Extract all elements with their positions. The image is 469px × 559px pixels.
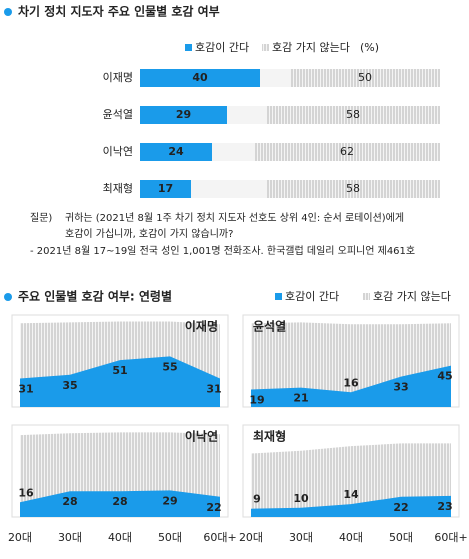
value-label: 35: [62, 379, 77, 392]
bar-favorable: [140, 106, 227, 124]
bar-favorable: [140, 143, 212, 161]
x-tick-label: 50대: [389, 531, 413, 544]
note-text: 호감이 가십니까, 호감이 가지 않습니까?: [65, 228, 233, 240]
legend-label: 호감이 간다: [285, 290, 339, 303]
legend-swatch: [185, 44, 192, 51]
category-label: 이재명: [103, 71, 133, 84]
bar-unfavorable: [266, 106, 440, 124]
value-label: 29: [176, 108, 191, 121]
favorable-area: [20, 490, 220, 517]
panel-name: 최재형: [253, 429, 286, 444]
x-tick-label: 40대: [108, 531, 132, 544]
value-label: 9: [253, 493, 261, 506]
value-label: 23: [437, 500, 452, 513]
favorable-area: [20, 356, 220, 407]
note-prefix: 질문): [30, 212, 52, 224]
legend-label: 호감 가지 않는다: [272, 41, 350, 54]
value-label: 40: [192, 71, 208, 84]
value-label: 16: [343, 376, 359, 389]
legend-swatch: [275, 293, 282, 300]
value-label: 50: [358, 71, 372, 84]
x-tick-label: 30대: [58, 531, 82, 544]
value-label: 51: [112, 364, 127, 377]
value-label: 31: [206, 382, 221, 395]
bar-unfavorable: [266, 180, 440, 198]
note-text: 귀하는 (2021년 8월 1주 차기 정치 지도자 선호도 상위 4인: 순서…: [65, 211, 404, 224]
legend-label: 호감 가지 않는다: [373, 290, 451, 303]
x-tick-label: 50대: [158, 531, 182, 544]
x-tick-label: 20대: [8, 531, 32, 544]
category-label: 최재형: [103, 182, 133, 195]
panel-name: 이낙연: [185, 429, 218, 444]
x-tick-label: 60대+: [203, 531, 236, 544]
value-label: 58: [346, 108, 360, 121]
value-label: 14: [343, 488, 359, 501]
bar-unfavorable: [254, 143, 440, 161]
legend-label: 호감이 간다: [195, 41, 249, 54]
value-label: 16: [18, 486, 34, 499]
favorable-area: [251, 495, 451, 517]
legend-swatch: [262, 44, 269, 51]
value-label: 29: [162, 494, 177, 507]
panel-name: 윤석열: [253, 319, 286, 334]
value-label: 31: [18, 382, 33, 395]
x-tick-label: 30대: [289, 531, 313, 544]
value-label: 19: [249, 394, 264, 407]
bar-favorable: [140, 69, 260, 87]
value-label: 17: [158, 182, 173, 195]
value-label: 28: [112, 495, 127, 508]
value-label: 45: [437, 370, 452, 383]
value-label: 21: [293, 392, 308, 405]
chart-title: 차기 정치 지도자 주요 인물별 호감 여부: [18, 4, 220, 19]
value-label: 22: [206, 501, 221, 514]
chart-title: 주요 인물별 호감 여부: 연령별: [18, 289, 172, 304]
value-label: 58: [346, 182, 360, 195]
category-label: 이낙연: [103, 145, 133, 158]
bar-favorable: [140, 180, 191, 198]
value-label: 22: [393, 501, 408, 514]
value-label: 62: [340, 145, 354, 158]
x-tick-label: 60대+: [434, 531, 467, 544]
legend-swatch: [363, 293, 370, 300]
value-label: 28: [62, 495, 77, 508]
favorable-area: [251, 365, 451, 407]
bullet: [4, 293, 12, 301]
panel-name: 이재명: [185, 319, 218, 334]
bullet: [4, 8, 12, 16]
category-label: 윤석열: [103, 108, 133, 121]
unit-label: (%): [360, 41, 379, 54]
value-label: 55: [162, 360, 177, 373]
value-label: 24: [168, 145, 184, 158]
bar-unfavorable: [290, 69, 440, 87]
x-tick-label: 20대: [239, 531, 263, 544]
value-label: 10: [293, 492, 309, 505]
value-label: 33: [393, 381, 408, 394]
note-text: - 2021년 8월 17~19일 전국 성인 1,001명 전화조사. 한국갤…: [30, 245, 415, 257]
x-tick-label: 40대: [339, 531, 363, 544]
